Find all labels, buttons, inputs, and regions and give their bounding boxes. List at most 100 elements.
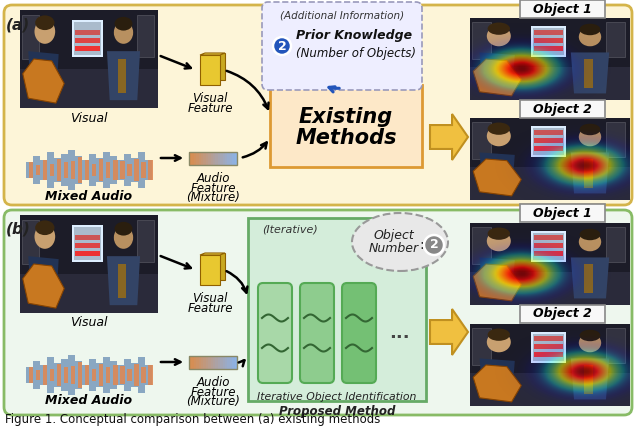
Polygon shape bbox=[200, 53, 225, 55]
Bar bbox=[64, 367, 68, 383]
Bar bbox=[531, 126, 566, 157]
Bar bbox=[71, 366, 76, 384]
Bar bbox=[68, 150, 75, 190]
Bar bbox=[534, 46, 563, 51]
Bar bbox=[43, 160, 47, 180]
Text: 2: 2 bbox=[278, 39, 286, 53]
Bar bbox=[99, 363, 104, 387]
Bar bbox=[72, 225, 103, 262]
Polygon shape bbox=[571, 359, 609, 400]
Bar bbox=[470, 373, 630, 406]
Bar bbox=[117, 160, 124, 180]
Text: Feature: Feature bbox=[190, 181, 236, 194]
Ellipse shape bbox=[115, 17, 132, 31]
Text: (Mixture): (Mixture) bbox=[186, 191, 240, 204]
Bar bbox=[470, 18, 630, 100]
Polygon shape bbox=[107, 51, 140, 100]
Bar bbox=[76, 361, 82, 389]
Polygon shape bbox=[473, 365, 521, 402]
Bar bbox=[472, 22, 492, 59]
Bar bbox=[196, 356, 198, 368]
Ellipse shape bbox=[114, 226, 133, 249]
Bar bbox=[138, 220, 154, 262]
Bar bbox=[118, 264, 126, 299]
Text: Visual: Visual bbox=[70, 317, 108, 330]
FancyBboxPatch shape bbox=[4, 5, 632, 205]
Bar bbox=[470, 67, 630, 100]
Ellipse shape bbox=[35, 224, 55, 249]
Bar bbox=[33, 156, 40, 184]
Bar bbox=[72, 20, 103, 57]
Bar bbox=[92, 164, 97, 176]
Bar bbox=[211, 356, 213, 368]
Bar bbox=[20, 69, 158, 108]
Text: (Additional Information): (Additional Information) bbox=[280, 10, 404, 20]
Text: Object: Object bbox=[374, 229, 414, 241]
Bar bbox=[194, 152, 196, 165]
Bar bbox=[189, 356, 237, 368]
Bar bbox=[196, 152, 198, 165]
Bar bbox=[83, 365, 89, 385]
Text: (Iterative): (Iterative) bbox=[262, 225, 318, 235]
FancyBboxPatch shape bbox=[300, 283, 334, 383]
Ellipse shape bbox=[352, 213, 448, 271]
Ellipse shape bbox=[488, 228, 510, 240]
Bar bbox=[189, 152, 237, 165]
Text: Object 1: Object 1 bbox=[532, 3, 591, 16]
Bar bbox=[22, 15, 38, 59]
Text: Feature: Feature bbox=[188, 302, 233, 315]
Bar bbox=[534, 337, 563, 341]
Bar bbox=[99, 159, 104, 181]
Bar bbox=[145, 365, 152, 385]
Ellipse shape bbox=[35, 16, 54, 30]
Bar bbox=[33, 361, 40, 389]
Polygon shape bbox=[205, 253, 225, 280]
Bar bbox=[124, 154, 131, 186]
Bar bbox=[141, 367, 145, 383]
Bar bbox=[225, 152, 227, 165]
Bar bbox=[57, 159, 61, 181]
Bar bbox=[470, 118, 630, 200]
Bar bbox=[223, 356, 225, 368]
Bar bbox=[534, 243, 563, 248]
Bar bbox=[20, 274, 158, 313]
Bar bbox=[532, 128, 564, 156]
Bar bbox=[148, 365, 152, 385]
Bar bbox=[216, 356, 218, 368]
Polygon shape bbox=[200, 255, 220, 285]
Polygon shape bbox=[479, 257, 515, 301]
Bar bbox=[584, 59, 593, 88]
Bar bbox=[40, 160, 47, 180]
Bar bbox=[470, 223, 630, 305]
Ellipse shape bbox=[488, 22, 510, 35]
Bar bbox=[124, 359, 131, 391]
Bar bbox=[534, 251, 563, 256]
Bar bbox=[36, 370, 40, 380]
Bar bbox=[76, 156, 82, 184]
Bar bbox=[85, 365, 90, 385]
Bar bbox=[201, 152, 204, 165]
FancyBboxPatch shape bbox=[248, 218, 426, 401]
Bar bbox=[40, 365, 47, 385]
Bar bbox=[29, 162, 33, 178]
Bar bbox=[534, 353, 563, 357]
Text: (b): (b) bbox=[6, 222, 31, 237]
Ellipse shape bbox=[580, 229, 600, 240]
Bar bbox=[113, 160, 118, 180]
Ellipse shape bbox=[580, 124, 600, 135]
Bar bbox=[138, 15, 154, 57]
Bar bbox=[235, 356, 237, 368]
Bar bbox=[225, 356, 227, 368]
Bar bbox=[61, 154, 68, 186]
Ellipse shape bbox=[579, 232, 601, 251]
Text: Mixed Audio: Mixed Audio bbox=[45, 190, 132, 203]
Bar bbox=[534, 344, 563, 349]
Bar bbox=[76, 251, 100, 256]
Polygon shape bbox=[571, 152, 609, 194]
FancyBboxPatch shape bbox=[258, 283, 292, 383]
FancyBboxPatch shape bbox=[270, 85, 422, 167]
Bar bbox=[204, 152, 206, 165]
Polygon shape bbox=[107, 256, 140, 305]
Bar bbox=[211, 152, 213, 165]
Bar bbox=[96, 158, 103, 182]
